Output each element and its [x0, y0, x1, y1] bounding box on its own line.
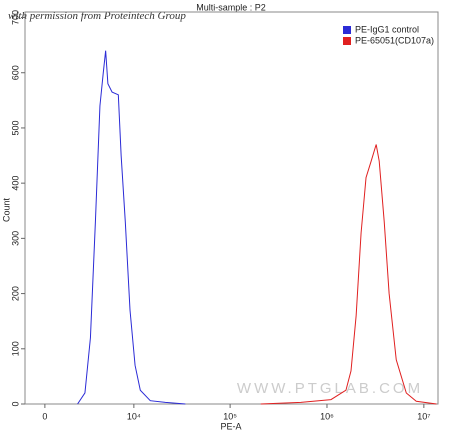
watermark-text: with permission from Proteintech Group	[8, 10, 186, 22]
y-tick-label: 500	[10, 120, 20, 135]
histogram-line	[77, 50, 186, 405]
legend-swatch	[343, 37, 351, 45]
x-tick-label: 10⁶	[320, 411, 334, 421]
y-tick-label: 200	[10, 286, 20, 301]
chart-title: Multi-sample : P2	[196, 2, 266, 12]
plot-frame	[24, 11, 439, 405]
y-tick-label: 400	[10, 176, 20, 191]
histogram-line	[260, 144, 437, 405]
watermark-logo: WWW.PTGLAB.COM	[237, 380, 423, 397]
x-tick-label: 0	[42, 411, 47, 421]
y-tick-label: 0	[10, 401, 20, 406]
legend-swatch	[343, 26, 351, 34]
y-tick-label: 300	[10, 231, 20, 246]
y-tick-label: 100	[10, 341, 20, 356]
legend-label: PE-IgG1 control	[355, 24, 419, 34]
legend-label: PE-65051(CD107a)	[355, 35, 434, 45]
x-tick-label: 10⁵	[223, 411, 237, 421]
y-tick-label: 700	[10, 10, 20, 25]
x-tick-label: 10⁴	[127, 411, 141, 421]
y-axis-label: Count	[1, 198, 11, 223]
y-tick-label: 600	[10, 65, 20, 80]
x-axis-label: PE-A	[220, 421, 241, 431]
x-tick-label: 10⁷	[417, 411, 430, 421]
